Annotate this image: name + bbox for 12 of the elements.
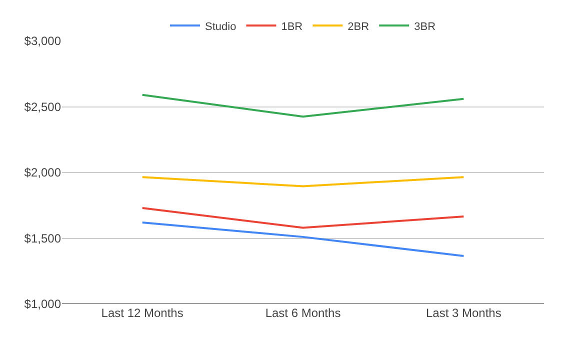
legend-label: 1BR: [281, 20, 303, 33]
x-tick-label: Last 12 Months: [101, 306, 184, 320]
legend-label: 3BR: [414, 20, 436, 33]
y-tick-label: $1,000: [24, 297, 62, 312]
legend-label: Studio: [205, 20, 236, 33]
x-tick-label: Last 3 Months: [426, 306, 502, 320]
legend-label: 2BR: [348, 20, 370, 33]
y-tick-label: $2,000: [24, 166, 62, 180]
y-tick-label: $2,500: [24, 100, 62, 114]
x-tick-label: Last 6 Months: [265, 306, 341, 320]
y-tick-label: $1,500: [24, 231, 62, 246]
y-tick-label: $3,000: [24, 34, 62, 48]
